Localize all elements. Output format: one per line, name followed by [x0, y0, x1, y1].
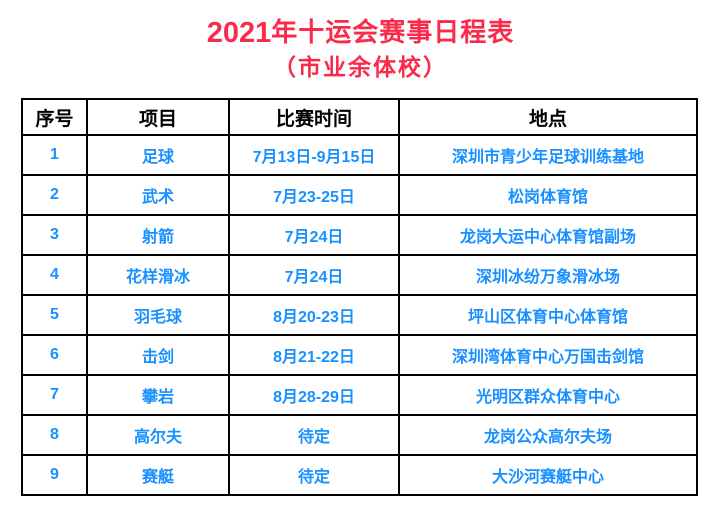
- cell-venue: 龙岗大运中心体育馆副场: [398, 214, 698, 256]
- cell-event: 赛艇: [86, 454, 230, 496]
- cell-venue: 深圳湾体育中心万国击剑馆: [398, 334, 698, 376]
- table-row: 6 击剑 8月21-22日 深圳湾体育中心万国击剑馆: [21, 334, 698, 376]
- cell-seq: 6: [21, 334, 88, 376]
- table-row: 7 攀岩 8月28-29日 光明区群众体育中心: [21, 374, 698, 416]
- cell-time: 待定: [228, 454, 400, 496]
- cell-time: 8月28-29日: [228, 374, 400, 416]
- title-year: 2021: [206, 17, 272, 49]
- page-subtitle: （市业余体校）: [273, 54, 448, 80]
- table-header-row: 序号 项目 比赛时间 地点: [21, 98, 698, 136]
- cell-time: 7月23-25日: [228, 174, 400, 216]
- col-header-event: 项目: [86, 98, 230, 136]
- table-row: 5 羽毛球 8月20-23日 坪山区体育中心体育馆: [21, 294, 698, 336]
- cell-time: 7月24日: [228, 214, 400, 256]
- table-row: 3 射箭 7月24日 龙岗大运中心体育馆副场: [21, 214, 698, 256]
- table-row: 9 赛艇 待定 大沙河赛艇中心: [21, 454, 698, 496]
- cell-seq: 2: [21, 174, 88, 216]
- col-header-venue: 地点: [398, 98, 698, 136]
- cell-seq: 7: [21, 374, 88, 416]
- cell-venue: 坪山区体育中心体育馆: [398, 294, 698, 336]
- cell-time: 待定: [228, 414, 400, 456]
- cell-event: 攀岩: [86, 374, 230, 416]
- cell-event: 射箭: [86, 214, 230, 256]
- col-header-seq: 序号: [21, 98, 88, 136]
- table-row: 8 高尔夫 待定 龙岗公众高尔夫场: [21, 414, 698, 456]
- cell-event: 武术: [86, 174, 230, 216]
- cell-venue: 深圳市青少年足球训练基地: [398, 134, 698, 176]
- cell-time: 8月20-23日: [228, 294, 400, 336]
- cell-seq: 3: [21, 214, 88, 256]
- page: 2021年十运会赛事日程表 （市业余体校） 序号 项目 比赛时间 地点 1 足球…: [0, 16, 721, 496]
- title-text: 年十运会赛事日程表: [271, 17, 515, 47]
- cell-time: 7月24日: [228, 254, 400, 296]
- cell-seq: 9: [21, 454, 88, 496]
- cell-seq: 5: [21, 294, 88, 336]
- cell-time: 7月13日-9月15日: [228, 134, 400, 176]
- col-header-time: 比赛时间: [228, 98, 400, 136]
- cell-venue: 松岗体育馆: [398, 174, 698, 216]
- table-row: 2 武术 7月23-25日 松岗体育馆: [21, 174, 698, 216]
- cell-event: 羽毛球: [86, 294, 230, 336]
- table-row: 1 足球 7月13日-9月15日 深圳市青少年足球训练基地: [21, 134, 698, 176]
- table-row: 4 花样滑冰 7月24日 深圳冰纷万象滑冰场: [21, 254, 698, 296]
- cell-seq: 4: [21, 254, 88, 296]
- cell-seq: 1: [21, 134, 88, 176]
- page-title: 2021年十运会赛事日程表: [0, 16, 721, 49]
- cell-event: 击剑: [86, 334, 230, 376]
- cell-event: 足球: [86, 134, 230, 176]
- cell-seq: 8: [21, 414, 88, 456]
- cell-venue: 龙岗公众高尔夫场: [398, 414, 698, 456]
- cell-event: 高尔夫: [86, 414, 230, 456]
- cell-event: 花样滑冰: [86, 254, 230, 296]
- cell-venue: 大沙河赛艇中心: [398, 454, 698, 496]
- schedule-table: 序号 项目 比赛时间 地点 1 足球 7月13日-9月15日 深圳市青少年足球训…: [21, 98, 698, 496]
- cell-time: 8月21-22日: [228, 334, 400, 376]
- cell-venue: 光明区群众体育中心: [398, 374, 698, 416]
- cell-venue: 深圳冰纷万象滑冰场: [398, 254, 698, 296]
